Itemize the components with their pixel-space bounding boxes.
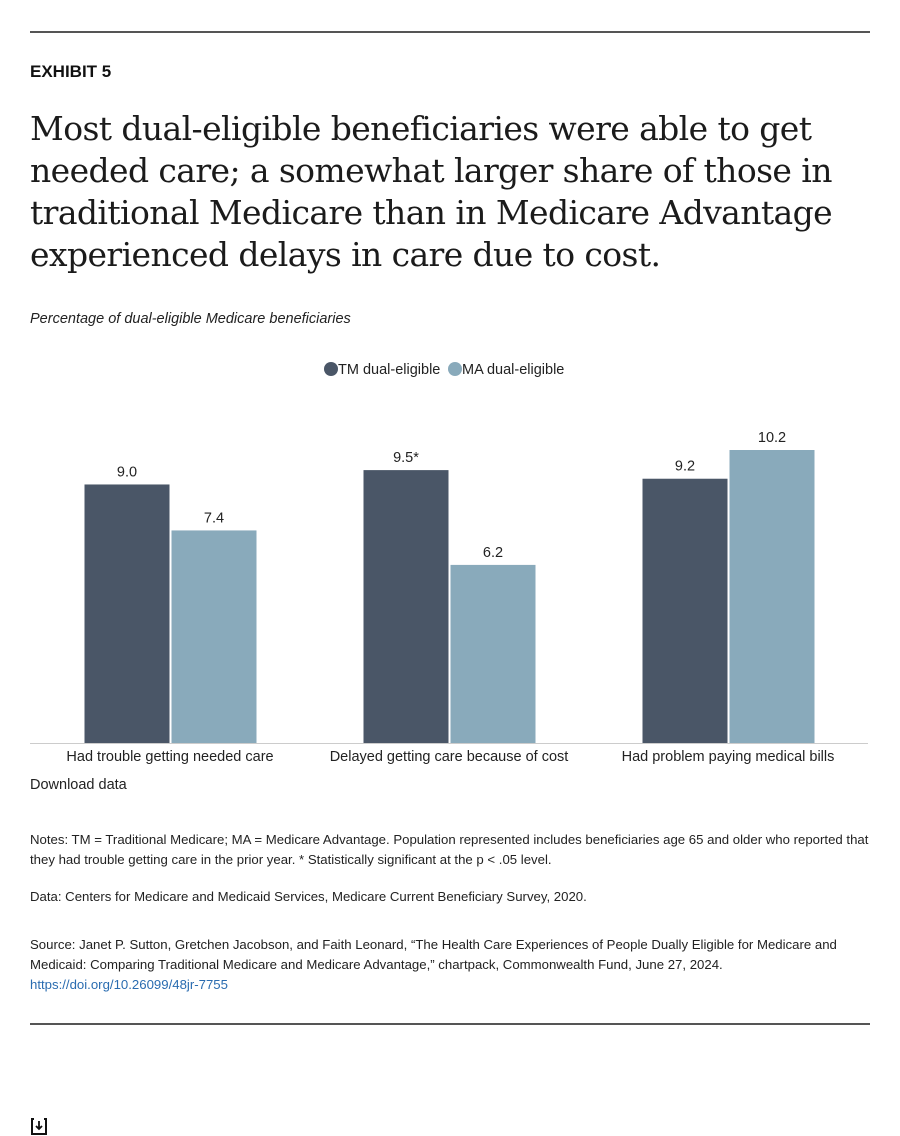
legend-swatch-0 [324,362,338,376]
download-data-button[interactable]: Download data [30,777,127,1135]
data-label-0-0: 9.0 [117,464,137,480]
bar-0-1 [171,530,257,743]
data-label-0-1: 7.4 [204,510,224,526]
source-citation: Source: Janet P. Sutton, Gretchen Jacobs… [30,935,875,995]
x-tick-label-0: Had trouble getting needed care [66,749,273,765]
x-tick-label-2: Had problem paying medical bills [622,749,835,765]
data-label-1-0: 9.5* [393,450,419,466]
notes: Notes: TM = Traditional Medicare; MA = M… [30,832,869,867]
exhibit-label: EXHIBIT 5 [30,62,112,81]
bar-2-0 [642,478,728,743]
bar-chart: TM dual-eligible MA dual-eligible 9.0 7.4 Ha… [30,362,868,765]
chart-subtitle: Percentage of dual-eligible Medicare ben… [30,311,351,327]
source-link[interactable]: https://doi.org/10.26099/48jr-7755 [30,977,228,992]
download-data-label: Download data [30,777,127,793]
download-icon [31,1118,47,1135]
bar-0-0 [84,484,170,743]
legend-label-0: TM dual-eligible [338,362,440,378]
data-label-2-0: 9.2 [675,459,695,475]
bar-1-1 [450,564,536,743]
bottom-rule [30,1023,870,1025]
data-label-1-1: 6.2 [483,545,503,561]
source-text: Source: Janet P. Sutton, Gretchen Jacobs… [30,937,837,972]
bar-1-0 [363,470,449,743]
x-tick-label-1: Delayed getting care because of cost [330,749,569,765]
top-rule [30,31,870,33]
chart-title: Most dual-eligible beneficiaries were ab… [30,109,833,274]
legend-swatch-1 [448,362,462,376]
data-source: Data: Centers for Medicare and Medicaid … [30,889,587,904]
legend-label-1: MA dual-eligible [462,362,564,378]
bar-2-1 [729,450,815,743]
data-label-2-1: 10.2 [758,430,786,446]
